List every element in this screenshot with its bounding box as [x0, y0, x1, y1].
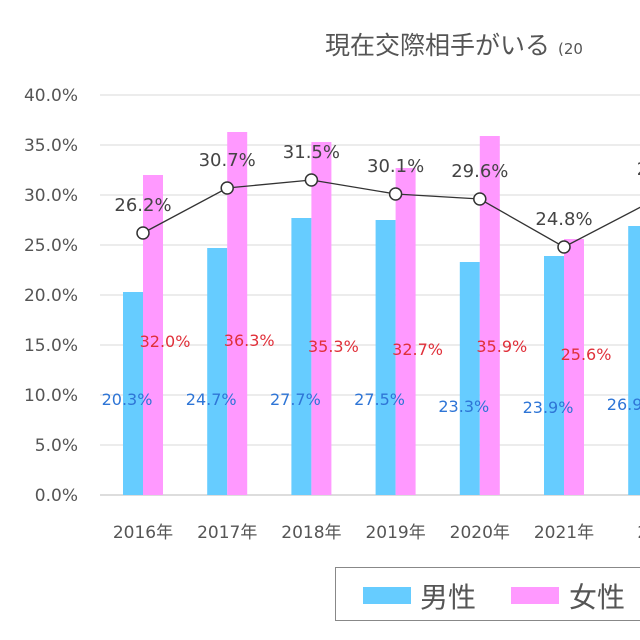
female-data-label: 35.9%	[476, 337, 527, 356]
female-data-label: 36.3%	[224, 331, 275, 350]
bar-male	[123, 292, 143, 495]
y-tick-label: 25.0%	[24, 236, 78, 256]
female-data-label: 25.6%	[561, 345, 612, 364]
line-point	[388, 187, 403, 201]
male-data-label: 26.9%	[607, 395, 640, 414]
male-data-label: 27.7%	[270, 390, 321, 409]
bar-male	[291, 218, 312, 495]
y-tick-label: 40.0%	[24, 86, 78, 106]
legend: 男性 女性	[335, 567, 640, 621]
y-tick-label: 35.0%	[24, 136, 78, 156]
line-data-label: 29	[637, 159, 640, 180]
male-data-label: 23.3%	[438, 397, 489, 416]
female-data-label: 32.7%	[392, 340, 443, 359]
x-tick-label: 2018年	[281, 523, 341, 543]
x-tick-label: 2020年	[450, 523, 510, 543]
bar-female	[311, 142, 332, 495]
line-data-label: 29.6%	[451, 161, 508, 182]
x-tick-label: 2021年	[534, 523, 594, 543]
bar-male	[544, 256, 564, 495]
male-data-label: 20.3%	[102, 390, 153, 409]
line-point	[220, 181, 234, 195]
line-point	[557, 240, 571, 254]
line-point	[136, 226, 150, 240]
y-tick-label: 5.0%	[35, 436, 78, 456]
x-tick-label: 2016年	[113, 523, 173, 543]
bar-male	[459, 262, 480, 495]
line-point	[304, 173, 319, 187]
bar-female	[143, 175, 163, 495]
bar-female	[227, 132, 248, 495]
chart-title: 現在交際相手がいる (20	[325, 26, 583, 62]
legend-swatch-male	[363, 587, 411, 604]
male-data-label: 23.9%	[523, 398, 574, 417]
female-data-label: 32.0%	[140, 332, 191, 351]
y-tick-label: 10.0%	[24, 386, 78, 406]
x-tick-label: 2019年	[365, 523, 425, 543]
bar-male	[628, 226, 640, 495]
bar-male	[375, 220, 396, 495]
line-data-label: 30.1%	[367, 156, 424, 177]
legend-label-male: 男性	[420, 581, 477, 614]
bar-male	[207, 248, 228, 495]
bar-female	[479, 136, 500, 495]
legend-swatch-female	[511, 587, 559, 604]
title-suffix: (20	[557, 40, 583, 58]
line-data-label: 26.2%	[114, 195, 171, 216]
y-tick-label: 30.0%	[24, 186, 78, 206]
male-data-label: 24.7%	[186, 390, 237, 409]
x-tick-label: 20	[637, 523, 640, 543]
bar-female	[564, 239, 584, 495]
y-tick-label: 15.0%	[24, 336, 78, 356]
male-data-label: 27.5%	[354, 390, 405, 409]
line-data-label: 30.7%	[199, 150, 256, 171]
bar-female	[395, 168, 416, 495]
line-data-label: 31.5%	[283, 142, 340, 163]
x-tick-label: 2017年	[197, 523, 257, 543]
line-data-label: 24.8%	[535, 209, 592, 230]
y-tick-label: 20.0%	[24, 286, 78, 306]
legend-label-female: 女性	[569, 581, 626, 614]
female-data-label: 35.3%	[308, 337, 359, 356]
y-tick-label: 0.0%	[35, 486, 78, 506]
title-text: 現在交際相手がいる	[325, 31, 551, 60]
line-point	[473, 192, 487, 206]
